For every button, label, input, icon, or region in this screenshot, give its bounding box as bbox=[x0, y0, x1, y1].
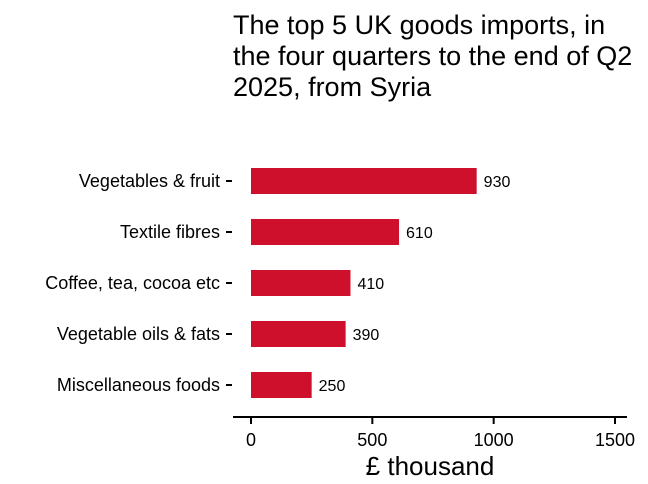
data-label: 410 bbox=[357, 276, 384, 293]
x-axis-title: £ thousand bbox=[366, 451, 495, 479]
data-label: 390 bbox=[353, 327, 380, 344]
x-tick-label: 1500 bbox=[595, 430, 635, 450]
bar bbox=[251, 270, 351, 296]
x-tick-label: 500 bbox=[357, 430, 387, 450]
chart-title: The top 5 UK goods imports, in the four … bbox=[233, 10, 633, 102]
x-tick-label: 0 bbox=[246, 430, 256, 450]
bar bbox=[251, 168, 477, 194]
data-label: 930 bbox=[484, 174, 511, 191]
bar bbox=[251, 372, 312, 398]
x-tick-label: 1000 bbox=[474, 430, 514, 450]
y-tick-label: Textile fibres bbox=[120, 222, 220, 242]
y-tick-label: Vegetable oils & fats bbox=[57, 324, 220, 344]
data-label: 250 bbox=[319, 378, 346, 395]
y-tick-label: Miscellaneous foods bbox=[57, 375, 220, 395]
bar bbox=[251, 321, 346, 347]
data-label: 610 bbox=[406, 225, 433, 242]
bar bbox=[251, 219, 400, 245]
y-tick-label: Coffee, tea, cocoa etc bbox=[45, 273, 220, 293]
y-tick-label: Vegetables & fruit bbox=[79, 171, 220, 191]
